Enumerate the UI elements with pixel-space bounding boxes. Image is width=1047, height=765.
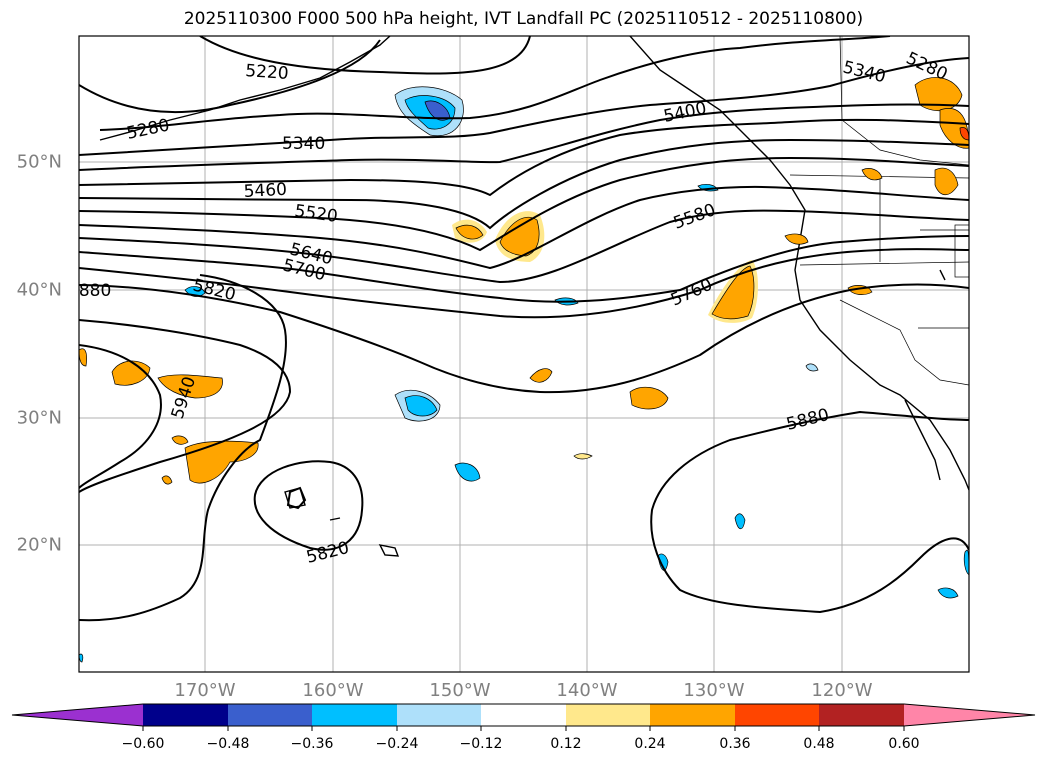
map-frame [78, 35, 970, 673]
colorbar-segment [397, 704, 481, 726]
contour-label: 5340 [841, 57, 888, 87]
lon-label: 120°W [811, 680, 873, 701]
colorbar-tick-label: 0.60 [888, 736, 920, 752]
colorbar-segment [819, 704, 904, 726]
contour-label: 5460 [243, 180, 287, 202]
lat-label: 40°N [16, 279, 62, 301]
lon-label: 150°W [429, 680, 491, 701]
colorbar-segment [143, 704, 228, 726]
lat-label: 20°N [16, 534, 62, 556]
colorbar-segment [312, 704, 397, 726]
contour-label: 5760 [668, 275, 716, 311]
contour-label: 5820 [191, 275, 238, 305]
colorbar-tick-label: −0.48 [206, 736, 250, 752]
colorbar-tick-label: 0.36 [719, 736, 751, 752]
colorbar-tick-label: 0.12 [550, 736, 582, 752]
lon-label: 160°W [302, 680, 364, 701]
gridlines [79, 36, 969, 672]
height-contours [79, 36, 969, 622]
lat-label: 50°N [16, 151, 62, 173]
lat-label: 30°N [16, 407, 62, 429]
colorbar-segment [735, 704, 819, 726]
colorbar-tick-label: −0.24 [375, 736, 419, 752]
contour-label: 5880 [68, 281, 111, 301]
colorbar-tick-label: 0.48 [803, 736, 835, 752]
colorbar-tick-label: −0.36 [290, 736, 334, 752]
colorbar-segment [228, 704, 312, 726]
lon-label: 130°W [683, 680, 745, 701]
colorbar [11, 703, 1036, 731]
contour-label: 5820 [304, 538, 351, 568]
colorbar-segment [12, 704, 143, 726]
contour-labels: 5220 5280 5340 5280 5340 5400 5460 5520 … [68, 48, 951, 568]
contour-label: 5880 [784, 405, 831, 435]
contour-label: 5280 [125, 115, 171, 144]
contour-label: 5220 [245, 61, 290, 84]
lon-label: 140°W [556, 680, 618, 701]
contour-label: 5580 [671, 200, 718, 234]
colorbar-tick-label: −0.12 [459, 736, 503, 752]
colorbar-tick-label: 0.24 [634, 736, 666, 752]
colorbar-segment [481, 704, 566, 726]
contour-label: 5400 [662, 98, 708, 127]
colorbar-segment [650, 704, 735, 726]
map-title: 2025110300 F000 500 hPa height, IVT Land… [183, 9, 864, 29]
contour-label: 5340 [282, 134, 325, 154]
colorbar-tick-label: −0.60 [121, 736, 165, 752]
contour-label: 5520 [293, 201, 339, 227]
lon-label: 170°W [174, 680, 236, 701]
colorbar-segment [904, 704, 1035, 726]
colorbar-segment [566, 704, 650, 726]
